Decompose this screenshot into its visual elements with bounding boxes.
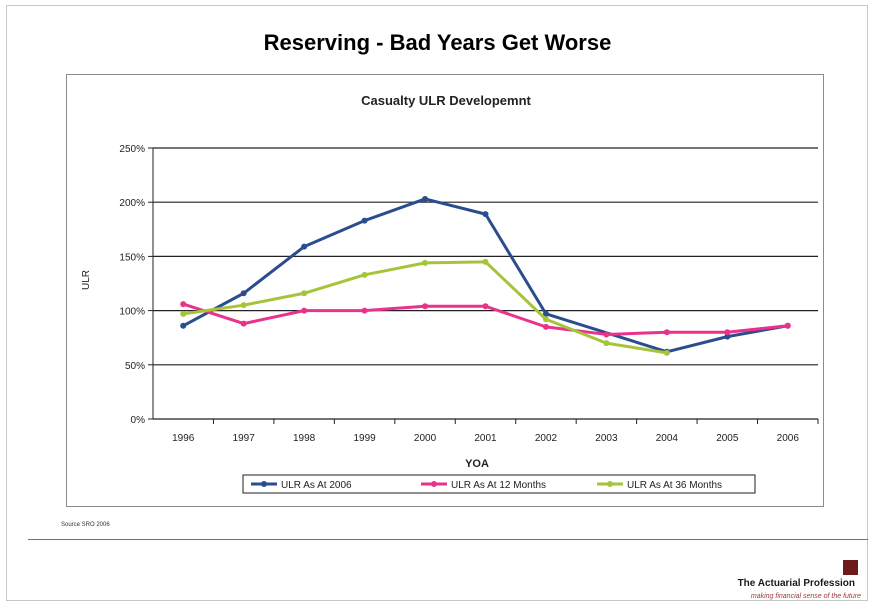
x-tick-label: 1999 [353, 433, 376, 444]
data-point [180, 310, 187, 317]
data-point [603, 340, 610, 347]
data-point [482, 303, 489, 310]
series-3 [180, 258, 670, 356]
x-tick-label: 1997 [233, 433, 256, 444]
legend-label: ULR As At 12 Months [451, 480, 546, 491]
source-note: Source SRO 2006 [61, 522, 110, 528]
line-chart: Casualty ULR Developemnt ULR YOA 0% 50% 10… [81, 93, 819, 494]
data-point [180, 322, 187, 329]
series-2 [180, 301, 791, 338]
data-point [301, 243, 308, 250]
data-point [361, 307, 368, 314]
data-point [361, 271, 368, 278]
legend-marker [607, 481, 613, 487]
x-tick-label: 2005 [716, 433, 739, 444]
y-tick-label: 0% [131, 415, 146, 426]
data-point [240, 320, 247, 327]
legend-marker [261, 481, 267, 487]
data-point [784, 322, 791, 329]
data-point [663, 349, 670, 356]
chart-title: Casualty ULR Developemnt [361, 93, 531, 108]
grid-lines [153, 147, 818, 366]
slide-title: Reserving - Bad Years Get Worse [263, 30, 612, 55]
x-tick-label: 2001 [474, 433, 497, 444]
series-layer [180, 195, 791, 356]
data-point [240, 290, 247, 297]
y-tick-label: 200% [119, 198, 145, 209]
x-tick-label: 2006 [777, 433, 800, 444]
x-tick-label: 2000 [414, 433, 437, 444]
x-axis-title: YOA [465, 458, 489, 470]
legend-label: ULR As At 36 Months [627, 480, 722, 491]
legend-marker [431, 481, 437, 487]
y-tick-label: 100% [119, 307, 145, 318]
legend: ULR As At 2006 ULR As At 12 Months ULR As … [242, 474, 756, 494]
data-point [180, 301, 187, 308]
y-axis-title: ULR [81, 270, 92, 290]
data-point [724, 329, 731, 336]
slide-frame [6, 5, 868, 601]
legend-box [242, 474, 756, 494]
x-tick-label: 1998 [293, 433, 316, 444]
data-point [663, 329, 670, 336]
data-point [240, 302, 247, 309]
data-point [422, 195, 429, 202]
legend-item: ULR As At 12 Months [421, 480, 546, 491]
legend-item: ULR As At 2006 [251, 480, 352, 491]
legend-item: ULR As At 36 Months [597, 480, 722, 491]
chart-panel: Casualty ULR Developemnt ULR YOA 0% 50% 10… [66, 74, 824, 507]
x-tick-label: 2003 [595, 433, 618, 444]
data-point [422, 303, 429, 310]
legend-label: ULR As At 2006 [281, 480, 352, 491]
y-tick-label: 250% [119, 144, 145, 155]
y-tick-label: 50% [125, 361, 145, 372]
x-tick-label: 2004 [656, 433, 679, 444]
data-point [603, 331, 610, 338]
brand-logo-icon [843, 560, 858, 575]
data-point [301, 307, 308, 314]
data-point [482, 211, 489, 218]
axes: 0% 50% 100% 150% 200% 250% 1996 1997 1998 1999 200… [119, 144, 819, 444]
data-point [482, 258, 489, 265]
data-point [422, 259, 429, 266]
footer-divider [28, 539, 868, 540]
x-tick-label: 2002 [535, 433, 558, 444]
x-tick-label: 1996 [172, 433, 195, 444]
data-point [361, 217, 368, 224]
series-line [182, 197, 789, 354]
brand-name: The Actuarial Profession [737, 578, 855, 589]
data-point [724, 333, 731, 340]
data-point [542, 323, 549, 330]
y-tick-label: 150% [119, 252, 145, 263]
data-point [542, 316, 549, 323]
data-point [542, 310, 549, 317]
brand-tagline: making financial sense of the future [750, 593, 861, 600]
data-point [301, 290, 308, 297]
